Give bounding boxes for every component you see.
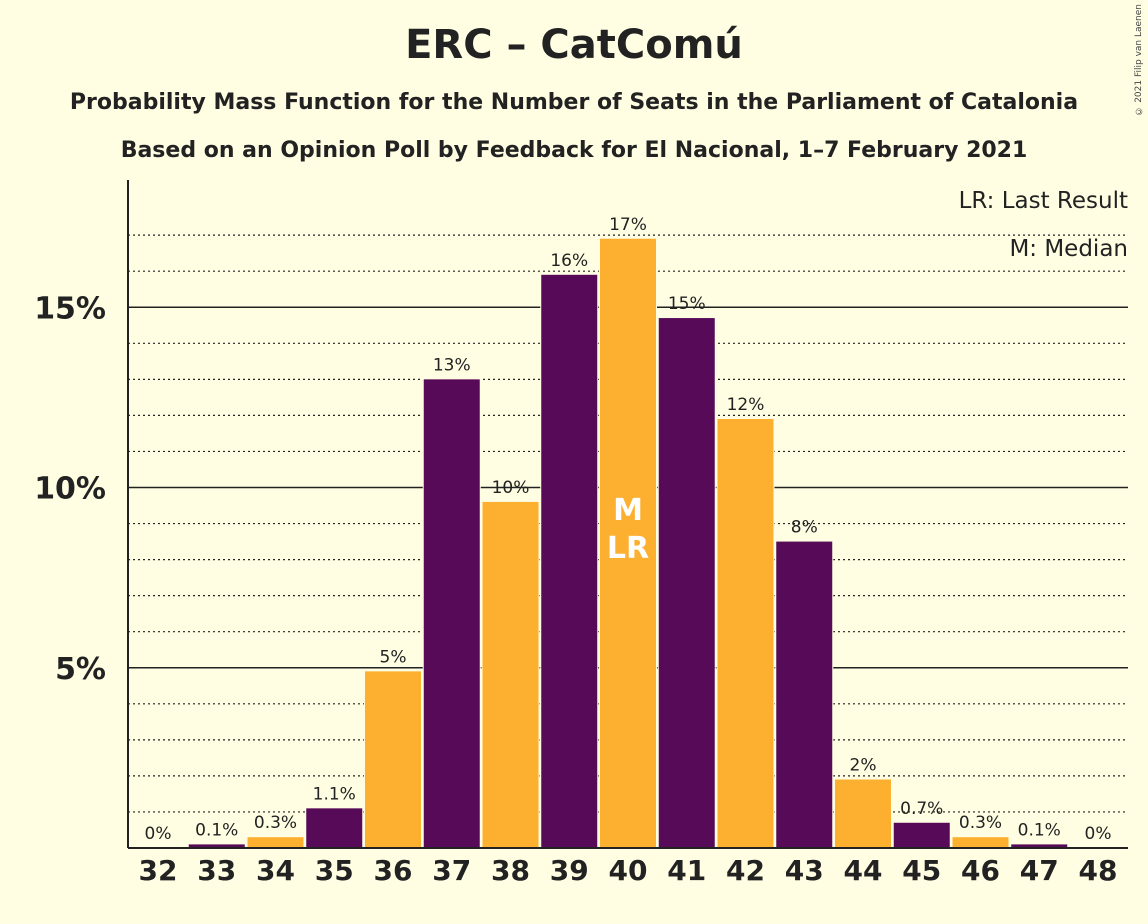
x-tick-label: 39 xyxy=(550,854,589,887)
value-label: 12% xyxy=(727,395,765,415)
x-tick-label: 41 xyxy=(667,854,706,887)
bar-seat-36 xyxy=(365,671,421,848)
x-tick-label: 33 xyxy=(197,854,236,887)
chart-subtitle: Probability Mass Function for the Number… xyxy=(69,90,1079,115)
last-result-marker: LR xyxy=(607,531,649,566)
chart-title: ERC – CatComú xyxy=(405,22,743,68)
bar-seat-35 xyxy=(306,808,363,848)
bar-seat-47 xyxy=(1011,844,1068,848)
bar-seat-37 xyxy=(423,379,480,848)
x-tick-label: 36 xyxy=(374,854,413,887)
x-tick-label: 38 xyxy=(491,854,530,887)
bar-seat-33 xyxy=(188,844,245,848)
y-tick-label: 5% xyxy=(55,652,106,687)
value-label: 2% xyxy=(850,756,877,776)
value-label: 17% xyxy=(609,215,647,235)
bar-seat-42 xyxy=(717,419,774,848)
value-label: 0.7% xyxy=(900,799,943,819)
x-tick-label: 34 xyxy=(256,854,295,887)
legend-median: M: Median xyxy=(1009,236,1128,262)
y-tick-label: 10% xyxy=(34,472,106,507)
x-tick-label: 46 xyxy=(961,854,1000,887)
bar-seat-44 xyxy=(835,779,891,848)
x-tick-label: 35 xyxy=(315,854,354,887)
value-label: 1.1% xyxy=(313,784,356,804)
median-marker: M xyxy=(613,493,643,528)
y-axis-labels: 5% 10% 15% xyxy=(34,291,106,687)
x-tick-label: 43 xyxy=(785,854,824,887)
x-tick-label: 44 xyxy=(844,854,883,887)
value-label: 13% xyxy=(433,355,471,375)
x-tick-label: 32 xyxy=(139,854,178,887)
value-label: 0% xyxy=(1085,824,1112,844)
value-labels: 0% 0.1% 0.3% 1.1% 5% 13% 10% 16% 17% MLR 15% 12% 8% 2… xyxy=(145,215,1112,844)
bar-seat-43 xyxy=(776,541,833,848)
bar-seat-45 xyxy=(893,822,950,848)
value-label: 10% xyxy=(492,478,530,498)
value-label: 0% xyxy=(145,824,172,844)
bar-seat-39 xyxy=(541,274,598,848)
x-tick-label: 40 xyxy=(609,854,648,887)
value-label: 0.1% xyxy=(195,820,238,840)
value-label: 5% xyxy=(380,647,407,667)
legend-last-result: LR: Last Result xyxy=(959,188,1128,214)
value-label: 0.3% xyxy=(254,813,297,833)
bar-seat-46 xyxy=(952,837,1009,848)
value-label: 16% xyxy=(550,251,588,271)
bar-seat-38 xyxy=(482,501,539,848)
bar-seat-34 xyxy=(247,837,304,848)
y-tick-label: 15% xyxy=(34,291,106,326)
value-label: 0.1% xyxy=(1018,820,1061,840)
bar-seat-41 xyxy=(658,318,715,848)
bar-seat-40 xyxy=(600,238,656,848)
x-tick-label: 47 xyxy=(1020,854,1059,887)
x-tick-label: 45 xyxy=(902,854,941,887)
value-label: 0.3% xyxy=(959,813,1002,833)
bars xyxy=(187,237,1069,848)
chart-source-subtitle: Based on an Opinion Poll by Feedback for… xyxy=(120,138,1028,163)
x-tick-label: 48 xyxy=(1079,854,1118,887)
x-tick-label: 37 xyxy=(432,854,471,887)
value-label: 15% xyxy=(668,294,706,314)
x-tick-label: 42 xyxy=(726,854,765,887)
x-axis-labels: 32 33 34 35 36 37 38 39 40 41 42 43 44 45 46 47 48 xyxy=(139,854,1118,887)
value-label: 8% xyxy=(791,518,818,538)
